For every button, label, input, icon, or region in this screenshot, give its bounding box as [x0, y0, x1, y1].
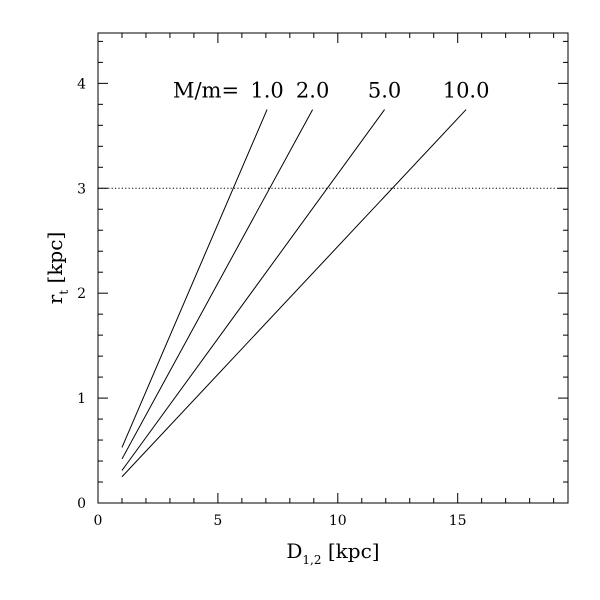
series-line-4 — [121, 109, 467, 478]
major-ticks — [97, 33, 568, 504]
x-tick-label: 15 — [449, 513, 467, 529]
plot-frame — [97, 32, 569, 504]
series-lines — [121, 109, 467, 478]
minor-ticks — [98, 33, 568, 503]
y-tick-label: 0 — [77, 496, 86, 512]
series-line-3 — [121, 109, 385, 471]
series-label-4: 10.0 — [443, 79, 490, 103]
x-axis-title: D1,2 [kpc] — [286, 539, 379, 567]
x-axis-title-subscript: 1,2 — [302, 553, 321, 567]
series-label-1: 1.0 — [250, 79, 283, 103]
y-tick-label: 4 — [77, 76, 86, 92]
x-tick-label: 10 — [329, 513, 347, 529]
tick-labels: 0 5 10 15 0 1 2 3 4 — [77, 76, 467, 529]
x-tick-label: 0 — [94, 513, 103, 529]
series-label-3: 5.0 — [368, 79, 401, 103]
y-tick-label: 1 — [77, 391, 86, 407]
series-line-1 — [121, 109, 268, 448]
y-axis-title: rt [kpc] — [43, 232, 71, 304]
y-tick-label: 2 — [77, 286, 86, 302]
series-line-2 — [121, 109, 314, 460]
annotations: 1.0 M/m= 2.0 5.0 10.0 — [173, 79, 490, 103]
annotation-prefix: M/m= — [173, 79, 239, 103]
x-tick-label: 5 — [213, 513, 222, 529]
y-tick-label: 3 — [77, 181, 86, 197]
y-axis-title-subscript: t — [57, 290, 71, 295]
series-label-2: 2.0 — [296, 79, 329, 103]
